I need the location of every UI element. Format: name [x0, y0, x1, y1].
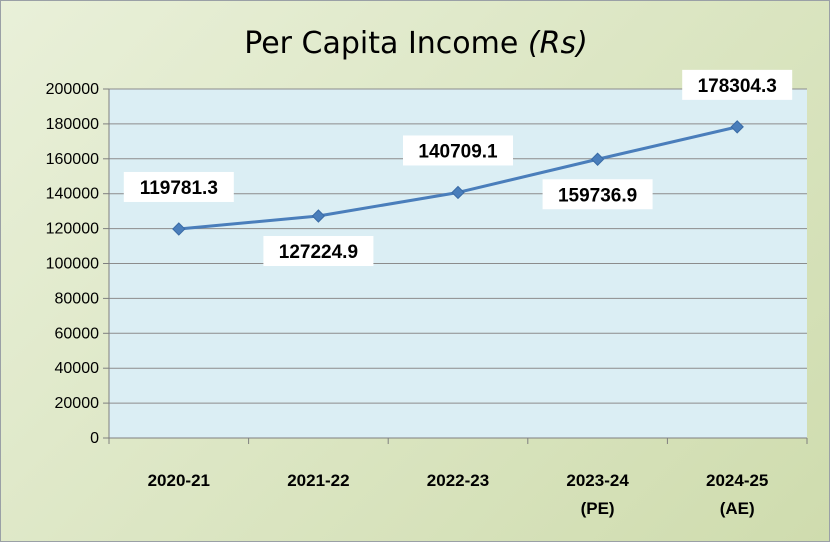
- chart-title-main: Per Capita Income: [244, 26, 518, 61]
- chart-title: Per Capita Income (Rs): [244, 26, 588, 61]
- x-tick-label: 2021-22: [287, 471, 349, 490]
- y-tick-label: 20000: [55, 395, 100, 412]
- y-tick-label: 140000: [46, 186, 99, 203]
- data-label-box: [403, 135, 513, 166]
- data-label: 119781.3: [140, 178, 218, 199]
- data-label: 140709.1: [418, 141, 498, 162]
- data-label-box: [682, 69, 793, 100]
- y-tick-label: 80000: [55, 290, 100, 307]
- x-tick-label-line: 2023-24: [566, 471, 629, 490]
- data-label-box: [542, 179, 653, 210]
- chart-title-unit: (Rs): [528, 26, 588, 61]
- data-label: 178304.3: [698, 76, 777, 97]
- series-layer: [172, 120, 744, 236]
- y-tick-label: 40000: [55, 360, 100, 377]
- data-point: [451, 185, 465, 200]
- x-tick-label-line: 2020-21: [148, 471, 210, 490]
- data-point: [590, 152, 605, 166]
- data-point: [172, 222, 186, 236]
- x-tick-label: 2023-24 (PE): [566, 471, 629, 518]
- x-axis-ticks: 2020-21 2021-22 2022-23 2023-24 (PE) 2024-25 (…: [108, 438, 808, 518]
- y-tick-label: 180000: [46, 116, 99, 133]
- x-tick-label: 2024-25 (AE): [706, 471, 768, 518]
- y-tick-label: 200000: [46, 81, 99, 98]
- data-label-box: [123, 171, 234, 202]
- x-tick-label-line: 2021-22: [287, 471, 349, 490]
- data-label: 159736.9: [558, 185, 637, 206]
- y-tick-label: 160000: [46, 151, 99, 168]
- data-label: 127224.9: [279, 242, 358, 263]
- x-tick-label: 2020-21: [148, 471, 210, 490]
- x-tick-label-line: 2024-25: [706, 471, 768, 490]
- data-point: [730, 120, 744, 134]
- y-tick-label: 120000: [46, 221, 99, 238]
- x-tick-label-line: 2022-23: [427, 471, 489, 490]
- data-point: [311, 209, 326, 223]
- x-tick-label-line: (PE): [581, 499, 615, 518]
- y-tick-label: 60000: [55, 325, 100, 342]
- data-label-box: [263, 235, 374, 266]
- y-tick-label: 100000: [46, 256, 99, 273]
- x-tick-label: 2022-23: [427, 471, 489, 490]
- x-tick-label-line: (AE): [720, 499, 755, 518]
- data-labels: 119781.3 127224.9 140709.1 159736.9 178304.3: [123, 69, 793, 266]
- y-tick-label: 0: [90, 430, 99, 447]
- y-axis-ticks: 0 20000 40000 60000 80000 100000 120000 140000 1…: [46, 81, 109, 447]
